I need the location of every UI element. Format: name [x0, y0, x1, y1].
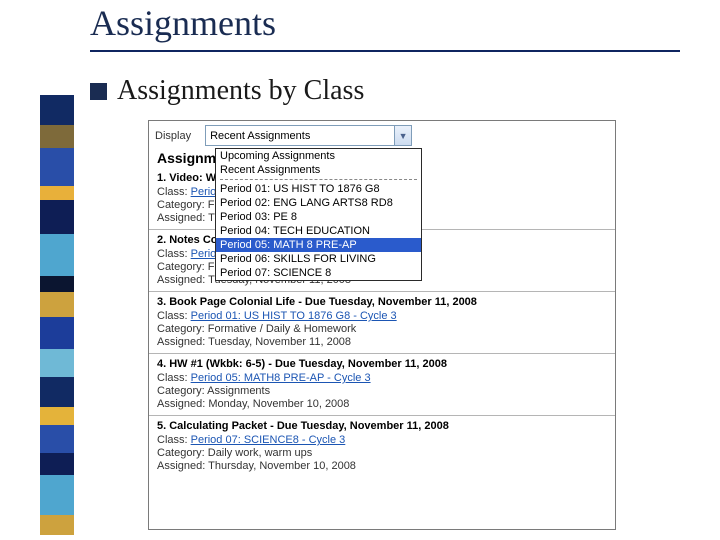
- deco-bar: [40, 515, 74, 535]
- deco-bar: [40, 377, 74, 407]
- assignments-panel: Display Recent Assignments ▼ Assignments…: [148, 120, 616, 530]
- assignment-category-line: Category: Daily work, warm ups: [157, 447, 609, 459]
- assignment-assigned-line: Assigned: Monday, November 10, 2008: [157, 398, 609, 410]
- display-select[interactable]: Recent Assignments ▼: [205, 125, 412, 146]
- assignment-assigned-line: Assigned: Tuesday, November 11, 2008: [157, 336, 609, 348]
- assignment-category-line: Category: Formative / Daily & Homework: [157, 323, 609, 335]
- deco-bar: [40, 148, 74, 186]
- assignment-item: 5. Calculating Packet - Due Tuesday, Nov…: [149, 416, 615, 477]
- assignment-class-line: Class: Period 01: US HIST TO 1876 G8 - C…: [157, 310, 609, 322]
- select-selected-value: Recent Assignments: [206, 130, 310, 142]
- dropdown-separator: [220, 179, 417, 180]
- deco-bar: [40, 200, 74, 234]
- class-label: Class:: [157, 372, 191, 384]
- subtitle-text: Assignments by Class: [117, 75, 364, 107]
- slide-title: Assignments: [90, 2, 276, 44]
- dropdown-option[interactable]: Period 05: MATH 8 PRE-AP: [216, 238, 421, 252]
- deco-bar: [40, 317, 74, 349]
- dropdown-option[interactable]: Period 04: TECH EDUCATION: [216, 224, 421, 238]
- class-link[interactable]: Period 07: SCIENCE8 - Cycle 3: [191, 434, 346, 446]
- class-label: Class:: [157, 248, 191, 260]
- display-label: Display: [155, 130, 191, 142]
- assignment-title: 4. HW #1 (Wkbk: 6-5) - Due Tuesday, Nove…: [157, 358, 609, 370]
- dropdown-option[interactable]: Period 06: SKILLS FOR LIVING: [216, 252, 421, 266]
- class-link[interactable]: Period 01: US HIST TO 1876 G8 - Cycle 3: [191, 310, 397, 322]
- assignment-item: 4. HW #1 (Wkbk: 6-5) - Due Tuesday, Nove…: [149, 354, 615, 416]
- subtitle-row: Assignments by Class: [90, 75, 364, 107]
- assignment-class-line: Class: Period 05: MATH8 PRE-AP - Cycle 3: [157, 372, 609, 384]
- dropdown-option[interactable]: Recent Assignments: [216, 163, 421, 177]
- deco-bar: [40, 234, 74, 276]
- deco-bar: [40, 407, 74, 425]
- dropdown-option[interactable]: Period 03: PE 8: [216, 210, 421, 224]
- class-link[interactable]: Period 05: MATH8 PRE-AP - Cycle 3: [191, 372, 371, 384]
- assignment-category-line: Category: Assignments: [157, 385, 609, 397]
- deco-bar: [40, 125, 74, 148]
- deco-bar: [40, 276, 74, 292]
- display-select-dropdown[interactable]: Upcoming AssignmentsRecent Assignments Pe…: [215, 148, 422, 281]
- assignment-assigned-line: Assigned: Thursday, November 10, 2008: [157, 460, 609, 472]
- deco-bar: [40, 292, 74, 317]
- dropdown-option[interactable]: Upcoming Assignments: [216, 149, 421, 163]
- assignment-class-line: Class: Period 07: SCIENCE8 - Cycle 3: [157, 434, 609, 446]
- dropdown-option[interactable]: Period 01: US HIST TO 1876 G8: [216, 182, 421, 196]
- deco-bar: [40, 453, 74, 475]
- bullet-square-icon: [90, 83, 107, 100]
- deco-bar: [40, 349, 74, 377]
- deco-bar: [40, 425, 74, 453]
- display-row: Display Recent Assignments ▼: [149, 121, 615, 148]
- assignment-title: 3. Book Page Colonial Life - Due Tuesday…: [157, 296, 609, 308]
- title-rule: [90, 50, 680, 52]
- assignment-item: 3. Book Page Colonial Life - Due Tuesday…: [149, 292, 615, 354]
- class-label: Class:: [157, 434, 191, 446]
- dropdown-option[interactable]: Period 02: ENG LANG ARTS8 RD8: [216, 196, 421, 210]
- class-label: Class:: [157, 186, 191, 198]
- deco-bar: [40, 475, 74, 515]
- decorative-side-bars: [40, 95, 74, 540]
- dropdown-option[interactable]: Period 07: SCIENCE 8: [216, 266, 421, 280]
- deco-bar: [40, 95, 74, 125]
- class-label: Class:: [157, 310, 191, 322]
- assignment-title: 5. Calculating Packet - Due Tuesday, Nov…: [157, 420, 609, 432]
- chevron-down-icon[interactable]: ▼: [394, 126, 411, 145]
- deco-bar: [40, 186, 74, 200]
